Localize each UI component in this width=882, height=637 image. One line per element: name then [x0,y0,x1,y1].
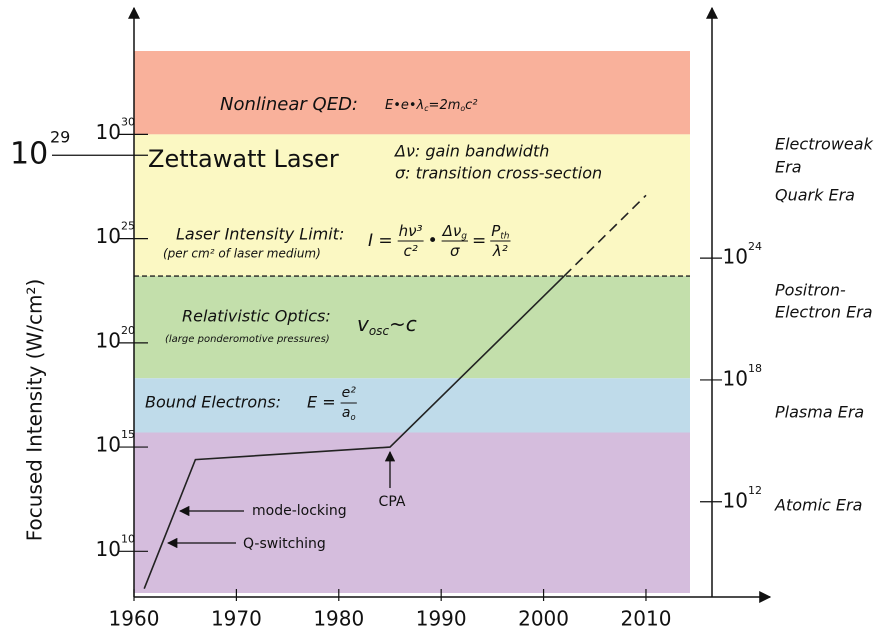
regime-band [134,432,690,593]
formula-op: = [472,231,486,251]
regime-band [134,378,690,433]
formula-part: a [342,405,351,421]
formula-part: th [500,231,510,241]
formula-part: λ² [492,242,508,260]
x-tick-label: 1990 [416,607,467,631]
x-tick-label: 1980 [313,607,364,631]
x-tick-label: 2010 [621,607,672,631]
annotation: mode-locking [252,503,347,519]
note: Δν: gain bandwidth [393,142,549,161]
formula-part: P [491,222,501,240]
formula-part: o [460,104,465,113]
intensity-line [143,275,565,589]
y2-tick-label-exponent: 12 [748,484,762,497]
formula: ao [342,405,356,422]
formula-part: c [424,104,429,113]
y-tick-label-exponent: 20 [121,324,135,337]
formula: vosc~c [357,312,417,338]
bands [134,51,690,593]
formula-part: c² [465,98,477,113]
formula-part: ~c [389,312,417,336]
formula: λ² [492,242,508,260]
zettawatt-exponent: 29 [50,128,70,147]
regime-title: Nonlinear QED: [220,94,358,115]
regime-title: Bound Electrons: [145,393,281,412]
formula: e² [342,385,357,401]
y2-tick-label: 10 [723,488,748,512]
formula-part: e² [342,385,357,401]
y-tick-label: 10 [96,537,121,561]
formula: Pth [491,222,510,242]
formula-part: g [461,231,467,241]
y-tick-label: 10 [96,433,121,457]
annotation: CPA [379,494,406,510]
regime-title: Laser Intensity Limit: [176,225,344,244]
y-axis-label: Focused Intensity (W/cm²) [23,279,47,542]
y2-tick-label-exponent: 24 [748,240,762,253]
x-tick-label: 1970 [211,607,262,631]
formula-part: c² [403,242,417,260]
era-label: Positron- [775,281,846,300]
x-tick-label: 2000 [518,607,569,631]
regime-title: Relativistic Optics: [182,307,331,326]
era-label: Electron Era [775,303,873,322]
era-label: Era [775,158,802,177]
formula-part: Δν [442,222,462,240]
y-tick-label-exponent: 30 [121,115,135,128]
formula-op: • [428,231,438,251]
formula-part: v [357,312,370,336]
regime-note: (large ponderomotive pressures) [165,334,330,345]
formula-part: σ [450,242,460,260]
y-tick-label-exponent: 25 [121,220,135,233]
formula-part: osc [369,324,390,338]
y-tick-label: 10 [96,328,121,352]
y-tick-label: 10 [96,120,121,144]
formula-part: =2m [429,98,461,113]
intensity-line [563,194,647,277]
zettawatt-power: 10 [10,137,48,172]
formula: hν³ [399,222,423,240]
formula-part: o [350,412,355,422]
y-tick-label-exponent: 15 [121,428,135,441]
y-tick-label-exponent: 10 [121,532,135,545]
formula: σ [450,242,460,260]
formula: E•e•λc=2moc² [385,98,478,113]
regime-band [134,276,690,379]
formula-part: hν³ [399,222,423,240]
y2-tick-label-exponent: 18 [748,362,762,375]
y-tick-label: 10 [96,224,121,248]
y2-tick-label: 10 [723,245,748,269]
regime-band [134,51,690,135]
annotation: Q-switching [243,536,326,552]
formula-lhs: E = [307,393,336,412]
era-label: Plasma Era [775,403,864,422]
regime-band [134,134,690,277]
y2-tick-label: 10 [723,366,748,390]
regime-note: (per cm² of laser medium) [163,247,321,261]
zettawatt-label: Zettawatt Laser [148,145,339,173]
formula: Δνg [442,222,468,242]
era-label: Quark Era [775,186,855,205]
formula-lhs: I = [368,231,393,251]
formula-part: E•e•λ [385,98,424,113]
era-label: Atomic Era [774,496,862,515]
x-tick-label: 1960 [109,607,160,631]
era-label: Electroweak [775,135,874,154]
note: σ: transition cross-section [395,164,602,183]
formula: c² [403,242,417,260]
